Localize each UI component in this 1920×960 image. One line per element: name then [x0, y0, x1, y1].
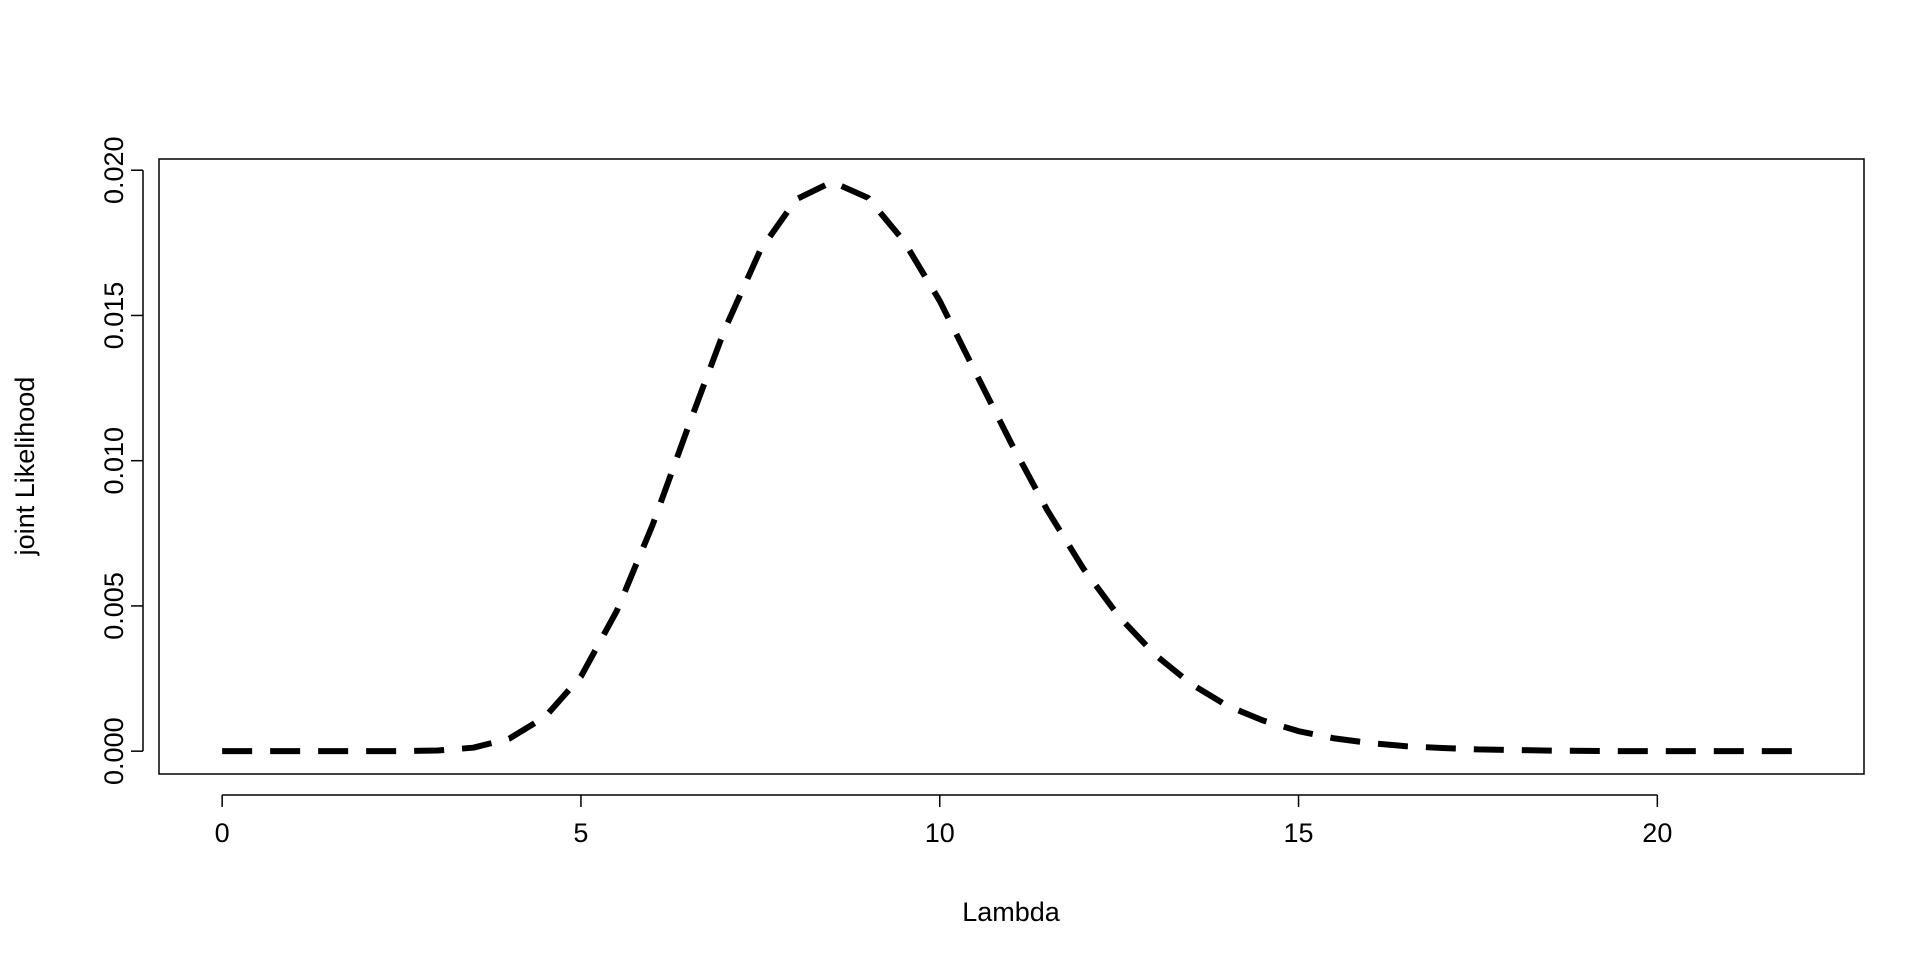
data-line	[222, 178, 1801, 755]
y-tick-label: 0.010	[99, 427, 129, 495]
x-tick-label: 20	[1642, 818, 1672, 848]
x-tick-label: 10	[925, 818, 955, 848]
y-axis-label: joint Likelihood	[10, 377, 40, 557]
y-tick-label: 0.015	[99, 282, 129, 350]
x-axis-label: Lambda	[962, 897, 1061, 927]
plot-box	[158, 158, 1865, 775]
y-tick-label: 0.005	[99, 572, 129, 640]
x-tick-label: 5	[573, 818, 588, 848]
y-tick-label: 0.000	[99, 717, 129, 785]
x-tick-label: 0	[215, 818, 230, 848]
y-tick-label: 0.020	[99, 136, 129, 204]
x-tick-label: 15	[1284, 818, 1314, 848]
